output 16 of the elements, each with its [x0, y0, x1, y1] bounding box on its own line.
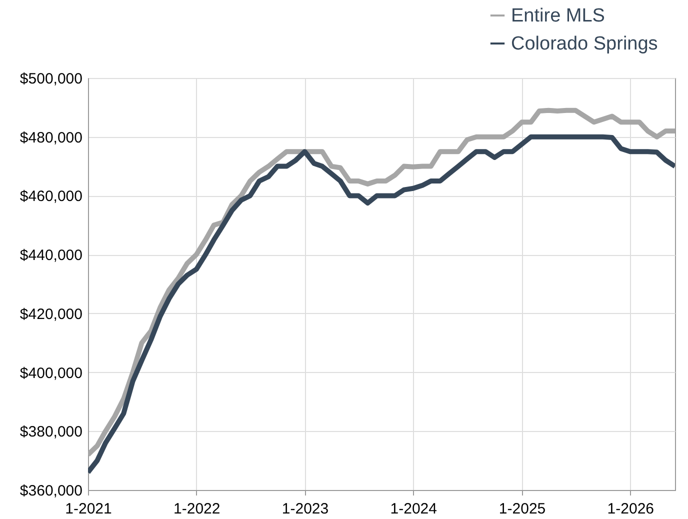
y-tick-label: $360,000 — [20, 482, 82, 500]
x-tick-label: 1-2021 — [65, 500, 112, 518]
legend-label: Colorado Springs — [511, 34, 658, 54]
y-tick-label: $500,000 — [20, 70, 82, 88]
x-tick-label: 1-2026 — [607, 500, 654, 518]
y-tick-label: $460,000 — [20, 188, 82, 206]
x-tick-label: 1-2023 — [282, 500, 329, 518]
y-tick-label: $420,000 — [20, 306, 82, 323]
x-tick-label: 1-2022 — [174, 500, 220, 518]
legend-label: Entire MLS — [511, 6, 605, 26]
y-tick-label: $380,000 — [20, 424, 82, 441]
x-tick-label: 1-2025 — [498, 500, 546, 518]
y-tick-label: $400,000 — [20, 364, 82, 382]
y-tick-label: $440,000 — [20, 247, 82, 264]
y-tick-label: $480,000 — [20, 129, 82, 146]
x-tick-label: 1-2024 — [390, 500, 437, 518]
